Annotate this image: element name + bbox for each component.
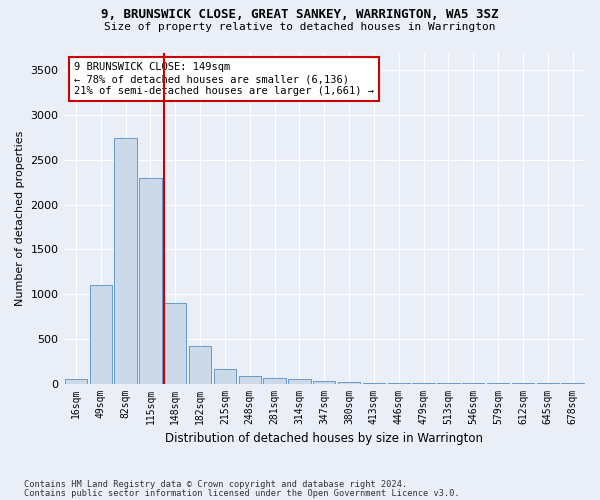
Bar [313, 381, 335, 384]
Text: Contains public sector information licensed under the Open Government Licence v3: Contains public sector information licen… [24, 488, 460, 498]
Text: 9, BRUNSWICK CLOSE, GREAT SANKEY, WARRINGTON, WA5 3SZ: 9, BRUNSWICK CLOSE, GREAT SANKEY, WARRIN… [101, 8, 499, 20]
Bar [288, 379, 311, 384]
Bar [263, 378, 286, 384]
X-axis label: Distribution of detached houses by size in Warrington: Distribution of detached houses by size … [165, 432, 483, 445]
Bar [115, 138, 137, 384]
Text: Size of property relative to detached houses in Warrington: Size of property relative to detached ho… [104, 22, 496, 32]
Bar [239, 376, 261, 384]
Bar [89, 285, 112, 384]
Bar [164, 303, 187, 384]
Text: 9 BRUNSWICK CLOSE: 149sqm
← 78% of detached houses are smaller (6,136)
21% of se: 9 BRUNSWICK CLOSE: 149sqm ← 78% of detac… [74, 62, 374, 96]
Bar [189, 346, 211, 384]
Bar [139, 178, 161, 384]
Text: Contains HM Land Registry data © Crown copyright and database right 2024.: Contains HM Land Registry data © Crown c… [24, 480, 407, 489]
Bar [338, 382, 360, 384]
Bar [214, 369, 236, 384]
Y-axis label: Number of detached properties: Number of detached properties [15, 130, 25, 306]
Bar [65, 379, 87, 384]
Bar [363, 382, 385, 384]
